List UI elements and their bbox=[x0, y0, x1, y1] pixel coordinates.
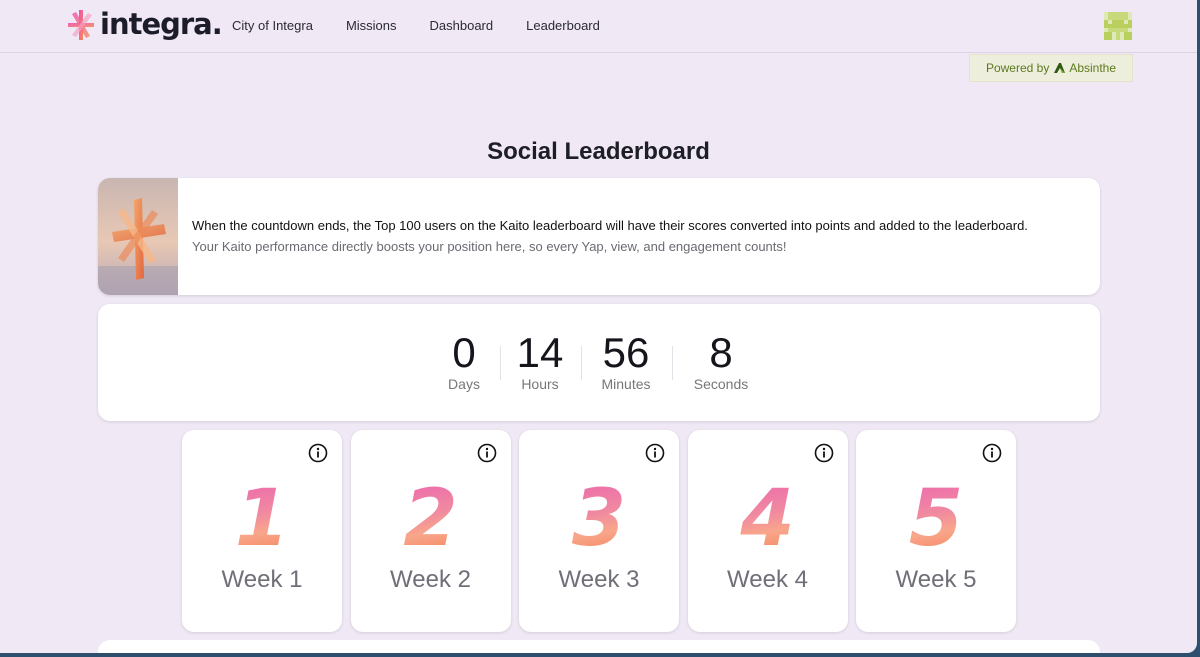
countdown-hours-value: 14 bbox=[516, 329, 564, 376]
countdown-minutes-label: Minutes bbox=[601, 376, 651, 392]
countdown-minutes: 56 Minutes bbox=[594, 328, 658, 392]
integra-hero-image bbox=[98, 178, 178, 295]
powered-by-name: Absinthe bbox=[1069, 61, 1117, 75]
info-circle-icon[interactable] bbox=[982, 443, 1002, 463]
countdown-minutes-value: 56 bbox=[602, 329, 650, 376]
info-circle-icon[interactable] bbox=[645, 443, 665, 463]
week-label: Week 1 bbox=[221, 566, 303, 593]
countdown-hours: 14 Hours bbox=[515, 328, 565, 392]
countdown-days: 0 Days bbox=[444, 328, 484, 392]
info-text-secondary: Your Kaito performance directly boosts y… bbox=[192, 239, 787, 254]
brand-name: integra. bbox=[100, 6, 223, 41]
powered-by-badge[interactable]: Powered by Absinthe bbox=[969, 54, 1133, 82]
brand-logo[interactable]: integra. bbox=[64, 6, 223, 44]
week-cards: 1 Week 1 2 Week 2 3 Week 3 bbox=[182, 430, 1016, 632]
countdown-days-value: 0 bbox=[452, 329, 476, 376]
countdown-divider bbox=[581, 346, 582, 380]
pixel-avatar-icon[interactable] bbox=[1104, 12, 1132, 40]
week-card-2[interactable]: 2 Week 2 bbox=[350, 430, 511, 632]
week-number: 5 bbox=[856, 476, 1016, 562]
week-number: 4 bbox=[688, 476, 848, 562]
info-circle-icon[interactable] bbox=[477, 443, 497, 463]
countdown-card: 0 Days 14 Hours 56 Minutes 8 Seconds bbox=[98, 304, 1100, 421]
top-nav: integra. City of Integra Missions Dashbo… bbox=[0, 0, 1197, 53]
powered-by-prefix: Powered by bbox=[985, 61, 1050, 75]
countdown-days-label: Days bbox=[448, 376, 480, 392]
absinthe-logo-icon bbox=[1054, 63, 1066, 73]
info-card: When the countdown ends, the Top 100 use… bbox=[98, 178, 1100, 295]
week-card-5[interactable]: 5 Week 5 bbox=[856, 430, 1016, 632]
week-card-4[interactable]: 4 Week 4 bbox=[687, 430, 848, 632]
week-label: Week 3 bbox=[558, 566, 640, 593]
nav-link-leaderboard[interactable]: Leaderboard bbox=[526, 18, 600, 33]
page-title: Social Leaderboard bbox=[487, 138, 710, 165]
leaderboard-table-card bbox=[98, 640, 1100, 653]
countdown-seconds-value: 8 bbox=[709, 329, 733, 376]
week-number: 1 bbox=[182, 476, 342, 562]
countdown-seconds: 8 Seconds bbox=[686, 328, 756, 392]
countdown-divider bbox=[672, 346, 673, 380]
nav-link-missions[interactable]: Missions bbox=[345, 18, 397, 33]
info-circle-icon[interactable] bbox=[814, 443, 834, 463]
info-circle-icon[interactable] bbox=[308, 443, 328, 463]
countdown-hours-label: Hours bbox=[521, 376, 559, 392]
week-label: Week 2 bbox=[390, 566, 471, 593]
week-number: 3 bbox=[519, 476, 679, 562]
week-number: 2 bbox=[351, 476, 511, 562]
nav-links: City of Integra Missions Dashboard Leade… bbox=[232, 18, 633, 33]
countdown-divider bbox=[500, 346, 501, 380]
countdown-seconds-label: Seconds bbox=[693, 376, 749, 392]
integra-logo-icon bbox=[68, 10, 94, 40]
week-card-3[interactable]: 3 Week 3 bbox=[519, 430, 679, 632]
nav-link-city[interactable]: City of Integra bbox=[232, 18, 313, 33]
week-label: Week 4 bbox=[727, 566, 808, 593]
nav-link-dashboard[interactable]: Dashboard bbox=[429, 18, 494, 33]
info-text-primary: When the countdown ends, the Top 100 use… bbox=[192, 218, 1028, 233]
week-label: Week 5 bbox=[895, 566, 977, 593]
week-card-1[interactable]: 1 Week 1 bbox=[182, 430, 342, 632]
